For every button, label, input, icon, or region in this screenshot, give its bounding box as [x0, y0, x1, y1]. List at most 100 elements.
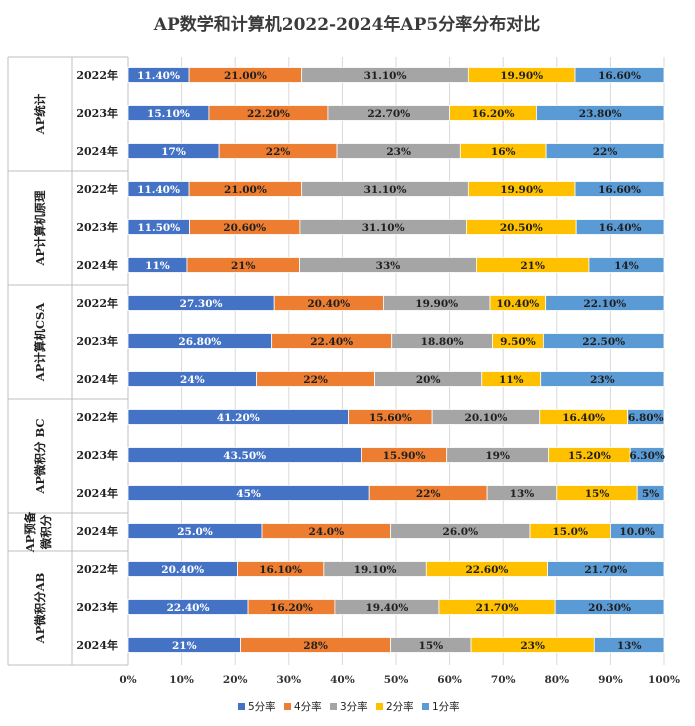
data-label: 20.40% — [307, 298, 350, 310]
data-label: 16.20% — [472, 108, 515, 120]
data-label: 20.40% — [161, 564, 204, 576]
data-label: 16.60% — [598, 184, 641, 196]
data-label: 21% — [231, 260, 256, 272]
year-label: 2022年 — [76, 410, 118, 424]
bar-segment — [574, 67, 665, 83]
data-label: 23.80% — [579, 108, 622, 120]
legend-swatch — [284, 703, 291, 710]
bar-segment — [540, 371, 665, 387]
data-label: 11.40% — [137, 184, 180, 196]
data-label: 26.80% — [178, 336, 221, 348]
data-label: 13% — [510, 488, 535, 500]
data-label: 17% — [161, 146, 186, 158]
year-label: 2024年 — [76, 258, 118, 272]
x-tick-label: 70% — [491, 674, 516, 686]
bars: 11.40% 21.00% 31.10% 19.90% 16.60% 15.10% 22.2… — [127, 67, 665, 653]
group-label: AP微积分AB — [33, 572, 47, 644]
data-label: 22.10% — [583, 298, 626, 310]
data-label: 21.70% — [584, 564, 627, 576]
data-label: 21% — [172, 640, 197, 652]
year-label: 2024年 — [76, 144, 118, 158]
data-label: 31.10% — [364, 184, 407, 196]
group-label-line: AP预备 — [23, 511, 37, 553]
legend-label: 2分率 — [386, 700, 414, 713]
bar-segment — [545, 143, 665, 159]
data-label: 27.30% — [180, 298, 223, 310]
data-label: 22% — [303, 374, 328, 386]
data-label: 16% — [491, 146, 516, 158]
year-label: 2023年 — [76, 106, 118, 120]
data-label: 25.0% — [177, 526, 213, 538]
data-label: 19.90% — [500, 70, 543, 82]
data-label: 14% — [614, 260, 639, 272]
legend-swatch — [376, 703, 383, 710]
bar-segment — [543, 333, 665, 349]
data-label: 22.50% — [582, 336, 625, 348]
legend-label: 4分率 — [294, 700, 322, 713]
year-label: 2023年 — [76, 600, 118, 614]
data-label: 22.40% — [167, 602, 210, 614]
data-label: 13% — [617, 640, 642, 652]
legend: 5分率 4分率 3分率 2分率 1分率 — [238, 700, 460, 713]
data-label: 9.50% — [500, 336, 536, 348]
legend-swatch — [330, 703, 337, 710]
bar-segment — [574, 181, 665, 197]
data-label: 22.20% — [247, 108, 290, 120]
bar-segment — [593, 637, 665, 653]
group-label-text: AP计算机原理 — [33, 190, 47, 267]
data-label: 21.00% — [224, 70, 267, 82]
group-label-text: AP统计 — [33, 93, 47, 135]
data-label: 15.90% — [383, 450, 426, 462]
group-label-text: AP微积分AB — [33, 572, 47, 644]
data-label: 19% — [485, 450, 510, 462]
x-tick-label: 80% — [545, 674, 570, 686]
category-axis-frame: AP统计 2022年 2023年 2024年 AP计算机原理 2022年 2023年 2024… — [7, 56, 129, 666]
data-label: 15% — [419, 640, 444, 652]
group-label: AP预备 微积分 — [23, 511, 53, 553]
data-label: 22.70% — [367, 108, 410, 120]
data-label: 11% — [145, 260, 170, 272]
data-label: 16.40% — [599, 222, 642, 234]
bar-segment — [575, 219, 665, 235]
x-tick-label: 60% — [437, 674, 462, 686]
data-label: 20% — [416, 374, 441, 386]
group-label: AP计算机原理 — [33, 190, 47, 267]
group-label: AP微积分 BC — [33, 418, 47, 494]
data-label: 43.50% — [223, 450, 266, 462]
data-label: 23% — [590, 374, 615, 386]
year-label: 2023年 — [76, 448, 118, 462]
bar-segment — [536, 105, 665, 121]
year-label: 2023年 — [76, 220, 118, 234]
bar-segment — [554, 599, 665, 615]
data-label: 10.40% — [496, 298, 539, 310]
x-tick-label: 90% — [598, 674, 623, 686]
data-label: 20.50% — [500, 222, 543, 234]
bar-segment — [547, 561, 665, 577]
data-label: 28% — [303, 640, 328, 652]
data-label: 16.40% — [562, 412, 605, 424]
data-label: 31.10% — [362, 222, 405, 234]
data-label: 15.20% — [568, 450, 611, 462]
bar-segment — [588, 257, 665, 273]
data-label: 15.0% — [552, 526, 588, 538]
data-label: 31.10% — [364, 70, 407, 82]
year-label: 2024年 — [76, 372, 118, 386]
data-label: 18.80% — [421, 336, 464, 348]
data-label: 19.40% — [365, 602, 408, 614]
data-label: 22% — [416, 488, 441, 500]
bar-segment — [610, 523, 665, 539]
data-label: 45% — [236, 488, 261, 500]
data-label: 21.70% — [476, 602, 519, 614]
x-tick-label: 50% — [384, 674, 409, 686]
year-label: 2024年 — [76, 524, 118, 538]
data-label: 20.60% — [223, 222, 266, 234]
year-label: 2023年 — [76, 334, 118, 348]
bar-segment — [629, 447, 665, 463]
year-label: 2022年 — [76, 296, 118, 310]
legend-label: 5分率 — [248, 700, 276, 713]
year-label: 2022年 — [76, 562, 118, 576]
data-label: 19.90% — [500, 184, 543, 196]
data-label: 24.0% — [309, 526, 345, 538]
data-label: 16.60% — [598, 70, 641, 82]
